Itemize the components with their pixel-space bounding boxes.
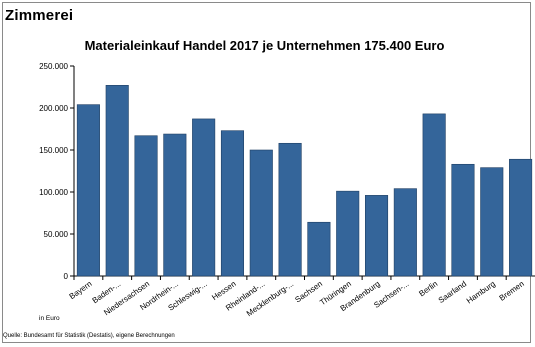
source-note: Quelle: Bundesamt für Statistik (Destati… xyxy=(3,333,175,339)
x-tick-label: Bremen xyxy=(498,279,526,302)
bar xyxy=(249,149,273,277)
bar xyxy=(364,195,389,277)
bar xyxy=(163,133,187,277)
y-tick-label: 0 xyxy=(64,272,69,281)
bar xyxy=(509,158,533,277)
unit-label: in Euro xyxy=(39,315,60,322)
bar xyxy=(105,85,129,277)
bar xyxy=(480,167,504,277)
x-tick-label: Saarland xyxy=(437,279,468,305)
bar xyxy=(393,188,417,277)
y-tick-label: 50.000 xyxy=(44,230,69,239)
bar xyxy=(278,142,302,277)
bar xyxy=(451,163,475,277)
bar xyxy=(76,104,100,277)
x-tick-label: Hamburg xyxy=(465,279,497,305)
y-tick-label: 200.000 xyxy=(39,104,68,113)
y-tick-label: 150.000 xyxy=(39,146,68,155)
bar xyxy=(422,113,446,277)
x-tick-label: Berlin xyxy=(417,279,439,298)
chart-title: Materialeinkauf Handel 2017 je Unternehm… xyxy=(84,38,445,53)
bar xyxy=(220,130,245,277)
bar xyxy=(134,135,158,277)
bar xyxy=(192,118,216,277)
y-tick-label: 250.000 xyxy=(39,62,68,71)
y-tick-label: 100.000 xyxy=(39,188,68,197)
bar xyxy=(307,221,331,277)
chart-heading: Zimmerei xyxy=(5,7,74,24)
bar xyxy=(336,190,360,277)
